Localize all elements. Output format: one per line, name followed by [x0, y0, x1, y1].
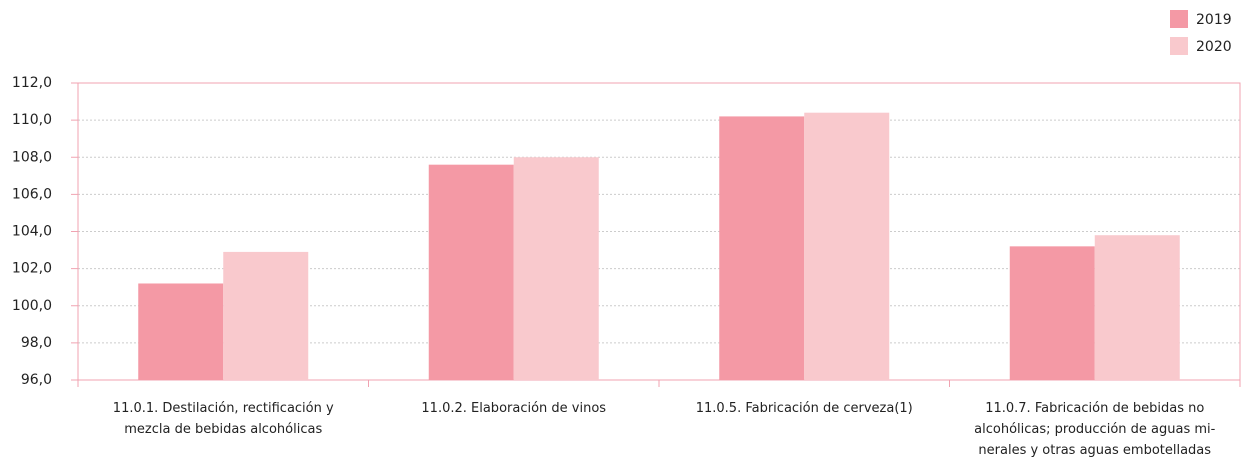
y-tick-label: 106,0: [12, 186, 52, 202]
y-tick-label: 108,0: [12, 149, 52, 165]
bar: [223, 251, 309, 380]
bar: [804, 112, 890, 380]
legend-swatch: [1170, 37, 1188, 55]
legend-label: 2020: [1196, 39, 1232, 55]
y-tick-label: 102,0: [12, 261, 52, 277]
bar: [138, 283, 224, 380]
y-tick-label: 104,0: [12, 224, 52, 240]
x-tick-label: 11.0.2. Elaboración de vinos: [421, 401, 607, 416]
y-tick-label: 110,0: [12, 112, 52, 128]
x-tick-label: 11.0.7. Fabricación de bebidas no alcohó…: [974, 401, 1216, 458]
y-tick-label: 112,0: [12, 75, 52, 91]
y-tick-label: 96,0: [21, 372, 52, 388]
y-tick-label: 100,0: [12, 298, 52, 314]
bar: [1009, 246, 1095, 380]
bar: [1094, 235, 1180, 380]
x-tick-label: 11.0.1. Destilación, rectificación y mez…: [112, 401, 334, 437]
y-tick-label: 98,0: [21, 335, 52, 351]
bar: [428, 164, 514, 380]
bar: [719, 116, 805, 380]
bar: [513, 157, 599, 380]
x-tick-label: 11.0.5. Fabricación de cerveza(1): [695, 401, 913, 416]
legend-swatch: [1170, 10, 1188, 28]
legend-label: 2019: [1196, 12, 1232, 28]
